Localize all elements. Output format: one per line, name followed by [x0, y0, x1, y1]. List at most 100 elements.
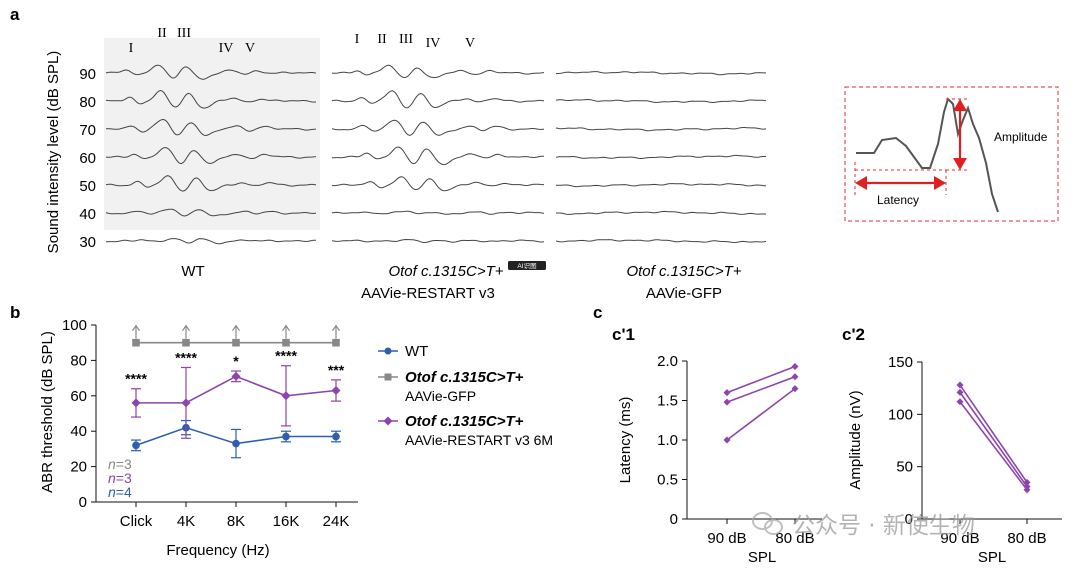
data-point-2-1 [181, 398, 191, 408]
peak-label-g1-1: I [129, 41, 134, 56]
legend-gfp-marker [384, 373, 392, 381]
level-label-30: 30 [79, 234, 96, 251]
peak-label-g2-5: V [465, 36, 475, 51]
peak-label-g2-4: IV [426, 36, 441, 51]
chart-b-legend: WT Otof c.1315C>T+ AAVie-GFP Otof c.1315… [378, 343, 553, 448]
abr-trace-g1-60 [105, 146, 317, 165]
peak-label-g2-2: II [377, 32, 387, 47]
chart-b-xtick-label-24K: 24K [323, 513, 350, 530]
legend-restart-marker [383, 416, 393, 426]
group-label-gfp: AAVie-GFP [646, 285, 722, 302]
abr-trace-g3-70 [555, 127, 767, 132]
chart-b-ytick-label-0: 0 [79, 494, 87, 511]
data-point-2-2 [231, 371, 241, 381]
latency-chart: Latency (ms) SPL 0 0.5 1.0 1.5 2.0 90 dB 80 dB [617, 353, 822, 566]
level-label-80: 80 [79, 94, 96, 111]
significance-0: **** [125, 371, 147, 387]
chart-c2-ytick-label-50: 50 [896, 459, 913, 476]
level-label-50: 50 [79, 178, 96, 195]
chart-c2-pair-line-2 [959, 401, 1028, 491]
chart-c2-ylabel: Amplitude (nV) [847, 390, 864, 489]
n-label-2: n=4 [108, 484, 132, 500]
chart-c2-xlabel: SPL [978, 549, 1006, 566]
intensity-levels: 90 80 70 60 50 40 30 [79, 66, 96, 251]
peak-label-g2-3: III [399, 32, 413, 47]
data-point-2-0 [131, 398, 141, 408]
data-point-0-4 [332, 432, 340, 441]
data-point-1-3 [282, 338, 290, 347]
chart-c2-ytick-label-100: 100 [888, 406, 913, 423]
abr-trace-g1-70 [105, 118, 317, 137]
chart-c2-axes: 0 50 100 150 90 dB 80 dB [888, 354, 1062, 547]
panel-label-a: a [10, 5, 20, 24]
chart-c1-ytick-label-1.5: 1.5 [657, 393, 678, 410]
chart-b-ytick-label-20: 20 [70, 459, 87, 476]
chart-c2-point-1-0 [956, 388, 964, 396]
chart-c1-plot [723, 363, 799, 444]
data-point-1-0 [132, 338, 140, 347]
abr-trace-g3-80 [555, 98, 767, 104]
chart-c2-xtick-label-1: 80 dB [1007, 530, 1046, 547]
data-point-1-2 [232, 338, 240, 347]
chart-c1-point-2-1 [791, 385, 799, 393]
chart-c1-pair-line-2 [726, 388, 796, 441]
sample-size-labels: n=3n=3n=4 [108, 456, 132, 500]
legend-gfp-genotype: Otof c.1315C>T+ [405, 369, 524, 386]
wechat-icon [752, 510, 786, 536]
chart-c2-pair-line-1 [959, 391, 1028, 488]
group-label-wt: WT [181, 263, 204, 280]
data-point-2-3 [281, 391, 291, 401]
abr-trace-g1-30 [105, 238, 316, 245]
abr-trace-g2-70 [331, 119, 545, 136]
abr-threshold-chart: ABR threshold (dB SPL) Frequency (Hz) 0 2… [39, 317, 553, 559]
chart-b-xlabel: Frequency (Hz) [166, 542, 269, 559]
up-arrow-head-2 [232, 324, 240, 332]
chart-b-xtick-label-4K: 4K [177, 513, 195, 530]
significance-2: * [233, 353, 239, 369]
up-arrow-head-0 [132, 324, 140, 332]
chart-c2-plot [956, 381, 1031, 494]
chart-c2-ytick-label-150: 150 [888, 354, 913, 371]
amplitude-chart: Amplitude (nV) SPL 0 50 100 150 90 dB 80 dB [847, 354, 1062, 566]
panel-label-c2: c'2 [842, 325, 865, 344]
inset-waveform [856, 97, 999, 213]
chart-c2-ytick-label-0: 0 [905, 511, 913, 528]
chart-c1-ytick-label-1.0: 1.0 [657, 432, 678, 449]
abr-trace-g1-50 [105, 175, 317, 192]
up-arrow-head-1 [182, 324, 190, 332]
chart-b-ytick-label-60: 60 [70, 388, 87, 405]
significance-3: **** [275, 348, 297, 364]
group-label-restart-genotype: Otof c.1315C>T+ [388, 263, 503, 280]
chart-b-axes: 0 20 40 60 80 100 Click 4K 8K 16K 24K [62, 317, 358, 530]
latency-label: Latency [877, 193, 919, 207]
legend-wt-marker [384, 347, 392, 355]
chart-c1-point-1-0 [723, 398, 731, 406]
inset-frame [844, 86, 1059, 222]
chart-c2-pair-line-0 [959, 384, 1028, 483]
panel-label-c1: c'1 [612, 325, 635, 344]
peak-label-g1-2: II [157, 26, 167, 41]
legend-restart-label: AAVie-RESTART v3 6M [405, 432, 553, 448]
n-label-1: n=3 [108, 470, 132, 486]
abr-trace-g2-50 [332, 176, 544, 192]
ai-badge [508, 261, 546, 270]
data-point-2-4 [331, 385, 341, 395]
chart-b-ytick-label-100: 100 [62, 317, 87, 334]
significance-1: **** [175, 349, 197, 365]
chart-c1-point-0-0 [723, 389, 731, 397]
chart-c1-ylabel: Latency (ms) [617, 397, 634, 484]
abr-traces [105, 64, 767, 245]
chart-b-plot: ******** * ******* [125, 324, 345, 459]
chart-c1-pair-line-1 [726, 376, 796, 403]
chart-c2-xtick-label-0: 90 dB [940, 530, 979, 547]
significance-4: *** [328, 362, 345, 378]
up-arrow-head-4 [332, 324, 340, 332]
peak-label-g1-5: V [245, 41, 255, 56]
abr-trace-g2-60 [331, 146, 544, 166]
abr-trace-g3-50 [556, 183, 766, 188]
abr-trace-g1-40 [105, 208, 317, 217]
chart-b-xtick-label-Click: Click [120, 513, 153, 530]
data-point-0-0 [132, 441, 140, 450]
chart-c2-point-0-0 [956, 381, 964, 389]
